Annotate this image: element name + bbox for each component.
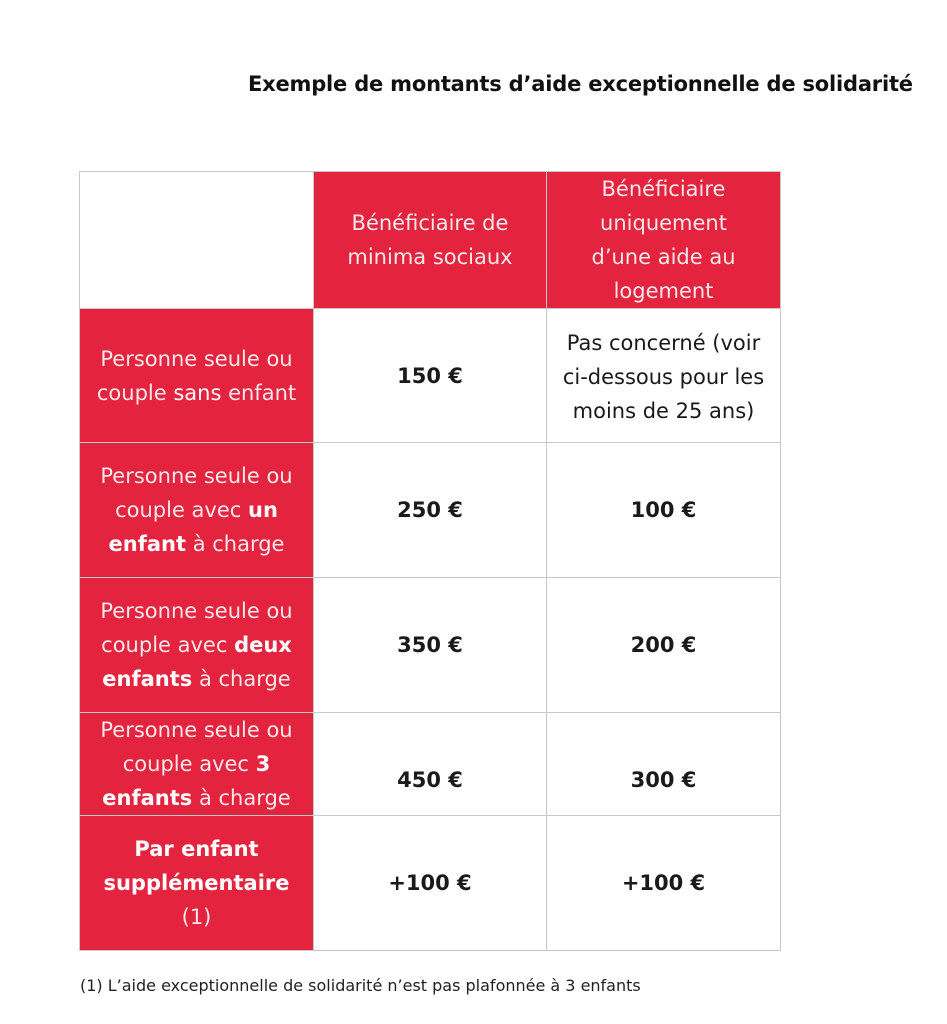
row-label-highlight: 3 enfants — [102, 752, 271, 810]
corner-cell — [79, 171, 314, 309]
cell-logement-value: 200 € — [546, 577, 781, 713]
row-label-text: enfant — [221, 380, 297, 405]
table-row: Par enfant supplémentaire (1) +100 € +10… — [79, 815, 781, 951]
cell-minima-value: 350 € — [313, 577, 547, 713]
cell-minima-value: 150 € — [313, 308, 547, 443]
cell-logement-value: 100 € — [546, 442, 781, 578]
table-row: Personne seule ou couple sans enfant 150… — [79, 308, 781, 443]
header-logement-label: Bénéficiaire uniquement d’une aide au lo… — [591, 177, 736, 303]
header-minima-label: Bénéficiaire de minima sociaux — [347, 211, 513, 269]
row-label-text: Personne seule ou couple — [96, 346, 293, 405]
header-minima-sociaux: Bénéficiaire de minima sociaux — [313, 171, 547, 309]
row-label: Personne seule ou couple avec deux enfan… — [79, 577, 314, 713]
table-header-row: Bénéficiaire de minima sociaux Bénéficia… — [79, 171, 781, 309]
row-label-text: à charge — [186, 532, 285, 556]
cell-logement-value: +100 € — [546, 815, 781, 951]
row-label-text: Personne seule ou couple avec — [100, 718, 293, 776]
footnote: (1) L’aide exceptionnelle de solidarité … — [80, 976, 641, 995]
row-label-text: à charge — [192, 667, 291, 691]
row-label-highlight: un enfant — [108, 498, 278, 556]
cell-logement-value: 300 € — [546, 712, 781, 816]
row-label-text: Personne seule ou couple avec — [100, 599, 293, 657]
cell-minima-value: +100 € — [313, 815, 547, 951]
cell-minima-value: 250 € — [313, 442, 547, 578]
table-row: Personne seule ou couple avec un enfant … — [79, 442, 781, 578]
table-row: Personne seule ou couple avec 3 enfants … — [79, 712, 781, 816]
row-label: Par enfant supplémentaire (1) — [79, 815, 314, 951]
aid-amounts-table: Bénéficiaire de minima sociaux Bénéficia… — [79, 171, 781, 951]
page-title: Exemple de montants d’aide exceptionnell… — [248, 72, 913, 96]
row-label-highlight: sans — [173, 380, 222, 405]
row-label-footnote-ref: (1) — [181, 905, 212, 929]
row-label: Personne seule ou couple sans enfant — [79, 308, 314, 443]
cell-minima-value: 450 € — [313, 712, 547, 816]
row-label-highlight: deux enfants — [102, 633, 292, 691]
row-label-text: à charge — [192, 786, 291, 810]
row-label-text: Personne seule ou couple avec — [100, 464, 293, 522]
header-aide-logement: Bénéficiaire uniquement d’une aide au lo… — [546, 171, 781, 309]
cell-logement-text: Pas concerné (voir ci-dessous pour les m… — [562, 330, 765, 423]
cell-logement-value: Pas concerné (voir ci-dessous pour les m… — [546, 308, 781, 443]
table-row: Personne seule ou couple avec deux enfan… — [79, 577, 781, 713]
row-label: Personne seule ou couple avec un enfant … — [79, 442, 314, 578]
row-label-highlight: Par enfant supplémentaire — [103, 837, 290, 895]
row-label: Personne seule ou couple avec 3 enfants … — [79, 712, 314, 816]
